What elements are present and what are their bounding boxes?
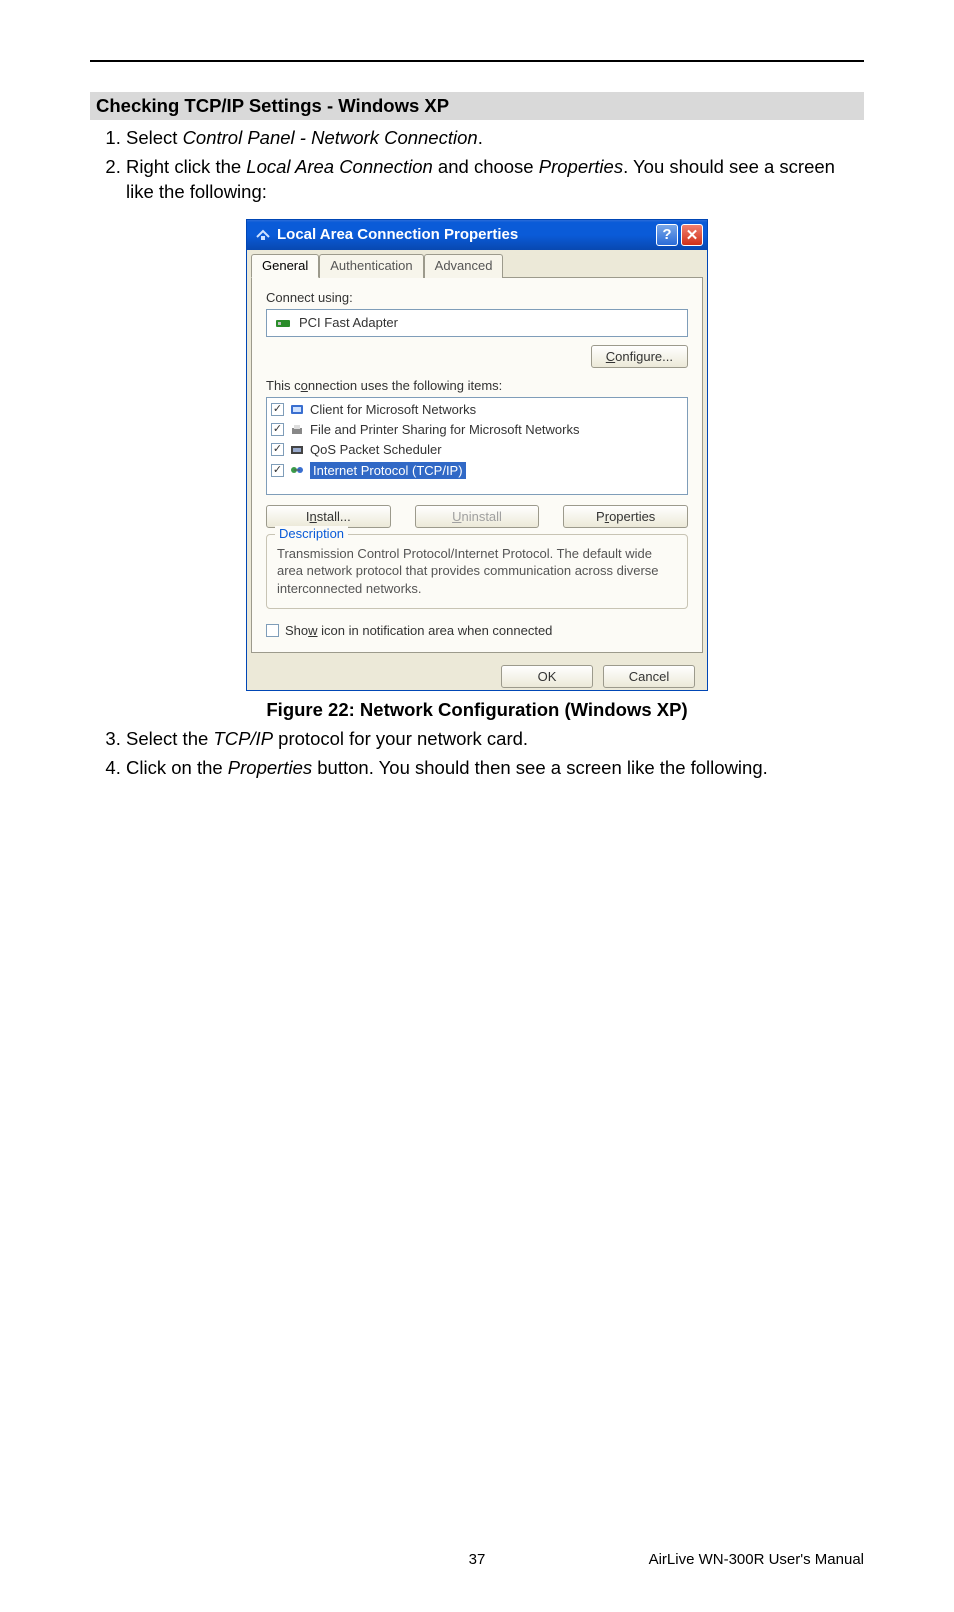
configure-button[interactable]: Configure... [591,345,688,368]
step3-pre: Select the [126,728,213,749]
configure-rest: onfigure... [615,349,673,364]
list-item[interactable]: ✓ File and Printer Sharing for Microsoft… [269,420,685,440]
tab-authentication[interactable]: Authentication [319,254,423,278]
tab-panel-general: Connect using: PCI Fast Adapter Configur… [251,277,703,653]
step-2: Right click the Local Area Connection an… [126,155,864,205]
figure-wrap: Local Area Connection Properties ? ✕ Gen… [90,219,864,691]
item-label: Internet Protocol (TCP/IP) [310,462,466,479]
items-listbox[interactable]: ✓ Client for Microsoft Networks ✓ File a… [266,397,688,495]
step3-em: TCP/IP [213,728,273,749]
properties-button[interactable]: Properties [563,505,688,528]
step-1: Select Control Panel - Network Connectio… [126,126,864,151]
list-item-selected[interactable]: ✓ Internet Protocol (TCP/IP) [269,460,685,481]
step4-post: button. You should then see a screen lik… [312,757,768,778]
description-title: Description [275,526,348,541]
help-button[interactable]: ? [656,224,678,246]
tab-general[interactable]: General [251,254,319,278]
checkbox-icon[interactable]: ✓ [271,443,284,456]
figure-caption: Figure 22: Network Configuration (Window… [90,699,864,721]
step4-pre: Click on the [126,757,228,778]
step1-post: . [478,127,483,148]
client-icon [289,402,305,418]
titlebar[interactable]: Local Area Connection Properties ? ✕ [247,220,707,250]
item-buttons: Install... Uninstall Properties [266,505,688,528]
step2-em1: Local Area Connection [246,156,433,177]
adapter-icon [275,315,291,331]
adapter-field: PCI Fast Adapter [266,309,688,337]
tab-advanced[interactable]: Advanced [424,254,504,278]
help-glyph: ? [662,226,671,243]
manual-title: AirLive WN-300R User's Manual [649,1551,864,1568]
list-item[interactable]: ✓ Client for Microsoft Networks [269,400,685,420]
ok-button[interactable]: OK [501,665,593,688]
description-text: Transmission Control Protocol/Internet P… [277,545,677,598]
description-group: Description Transmission Control Protoco… [266,534,688,609]
step-3: Select the TCP/IP protocol for your netw… [126,727,864,752]
item-label: QoS Packet Scheduler [310,442,442,457]
configure-u: C [606,349,615,364]
checkbox-icon[interactable]: ✓ [271,423,284,436]
page-number: 37 [469,1551,486,1568]
step1-pre: Select [126,127,183,148]
dialog-footer: OK Cancel [251,653,703,690]
show-icon-label: Show icon in notification area when conn… [285,623,552,638]
show-icon-checkbox[interactable] [266,624,279,637]
instruction-list-2: Select the TCP/IP protocol for your netw… [90,727,864,781]
items-label: This connection uses the following items… [266,378,688,393]
step1-em: Control Panel - Network Connection [183,127,478,148]
page-top-rule [90,60,864,62]
connection-icon [255,227,271,243]
list-item[interactable]: ✓ QoS Packet Scheduler [269,440,685,460]
close-button[interactable]: ✕ [681,224,703,246]
printer-icon [289,422,305,438]
step2-pre: Right click the [126,156,246,177]
item-label: Client for Microsoft Networks [310,402,476,417]
close-glyph: ✕ [686,226,699,244]
xp-dialog: Local Area Connection Properties ? ✕ Gen… [246,219,708,691]
item-label: File and Printer Sharing for Microsoft N… [310,422,579,437]
install-button[interactable]: Install... [266,505,391,528]
checkbox-icon[interactable]: ✓ [271,464,284,477]
step2-mid: and choose [433,156,539,177]
step-4: Click on the Properties button. You shou… [126,756,864,781]
section-heading: Checking TCP/IP Settings - Windows XP [90,92,864,120]
instruction-list-1: Select Control Panel - Network Connectio… [90,126,864,205]
show-icon-row[interactable]: Show icon in notification area when conn… [266,623,688,638]
page-footer: 37 AirLive WN-300R User's Manual [0,1551,954,1568]
adapter-name: PCI Fast Adapter [299,315,398,330]
step3-post: protocol for your network card. [273,728,528,749]
uninstall-button: Uninstall [415,505,540,528]
connect-using-label: Connect using: [266,290,688,305]
checkbox-icon[interactable]: ✓ [271,403,284,416]
title-text: Local Area Connection Properties [277,226,653,243]
step2-em2: Properties [539,156,623,177]
tabs: General Authentication Advanced [251,254,703,278]
qos-icon [289,442,305,458]
step4-em: Properties [228,757,312,778]
cancel-button[interactable]: Cancel [603,665,695,688]
tcpip-icon [289,462,305,478]
